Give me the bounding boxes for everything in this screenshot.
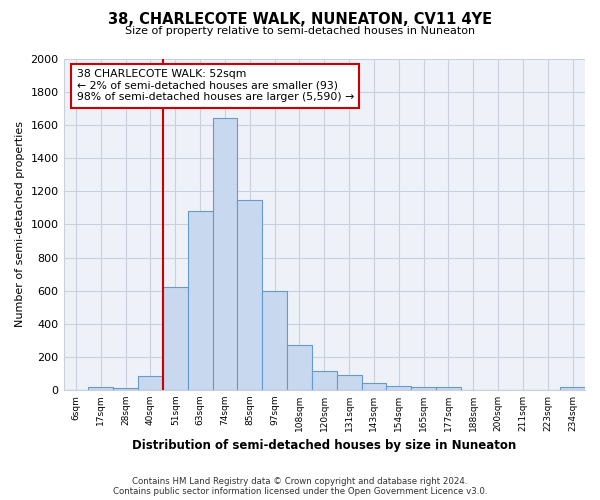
- Bar: [560, 388, 585, 390]
- X-axis label: Distribution of semi-detached houses by size in Nuneaton: Distribution of semi-detached houses by …: [132, 440, 517, 452]
- Bar: [287, 346, 312, 390]
- Bar: [386, 386, 411, 390]
- Bar: [411, 386, 436, 390]
- Bar: [362, 384, 386, 390]
- Y-axis label: Number of semi-detached properties: Number of semi-detached properties: [15, 122, 25, 328]
- Bar: [163, 288, 188, 390]
- Text: Size of property relative to semi-detached houses in Nuneaton: Size of property relative to semi-detach…: [125, 26, 475, 36]
- Bar: [88, 386, 113, 390]
- Bar: [337, 375, 362, 390]
- Bar: [436, 387, 461, 390]
- Bar: [212, 118, 238, 390]
- Bar: [138, 376, 163, 390]
- Bar: [238, 200, 262, 390]
- Text: Contains HM Land Registry data © Crown copyright and database right 2024.
Contai: Contains HM Land Registry data © Crown c…: [113, 476, 487, 496]
- Bar: [312, 371, 337, 390]
- Text: 38, CHARLECOTE WALK, NUNEATON, CV11 4YE: 38, CHARLECOTE WALK, NUNEATON, CV11 4YE: [108, 12, 492, 28]
- Bar: [262, 290, 287, 390]
- Bar: [113, 388, 138, 390]
- Text: 38 CHARLECOTE WALK: 52sqm
← 2% of semi-detached houses are smaller (93)
98% of s: 38 CHARLECOTE WALK: 52sqm ← 2% of semi-d…: [77, 69, 354, 102]
- Bar: [188, 211, 212, 390]
